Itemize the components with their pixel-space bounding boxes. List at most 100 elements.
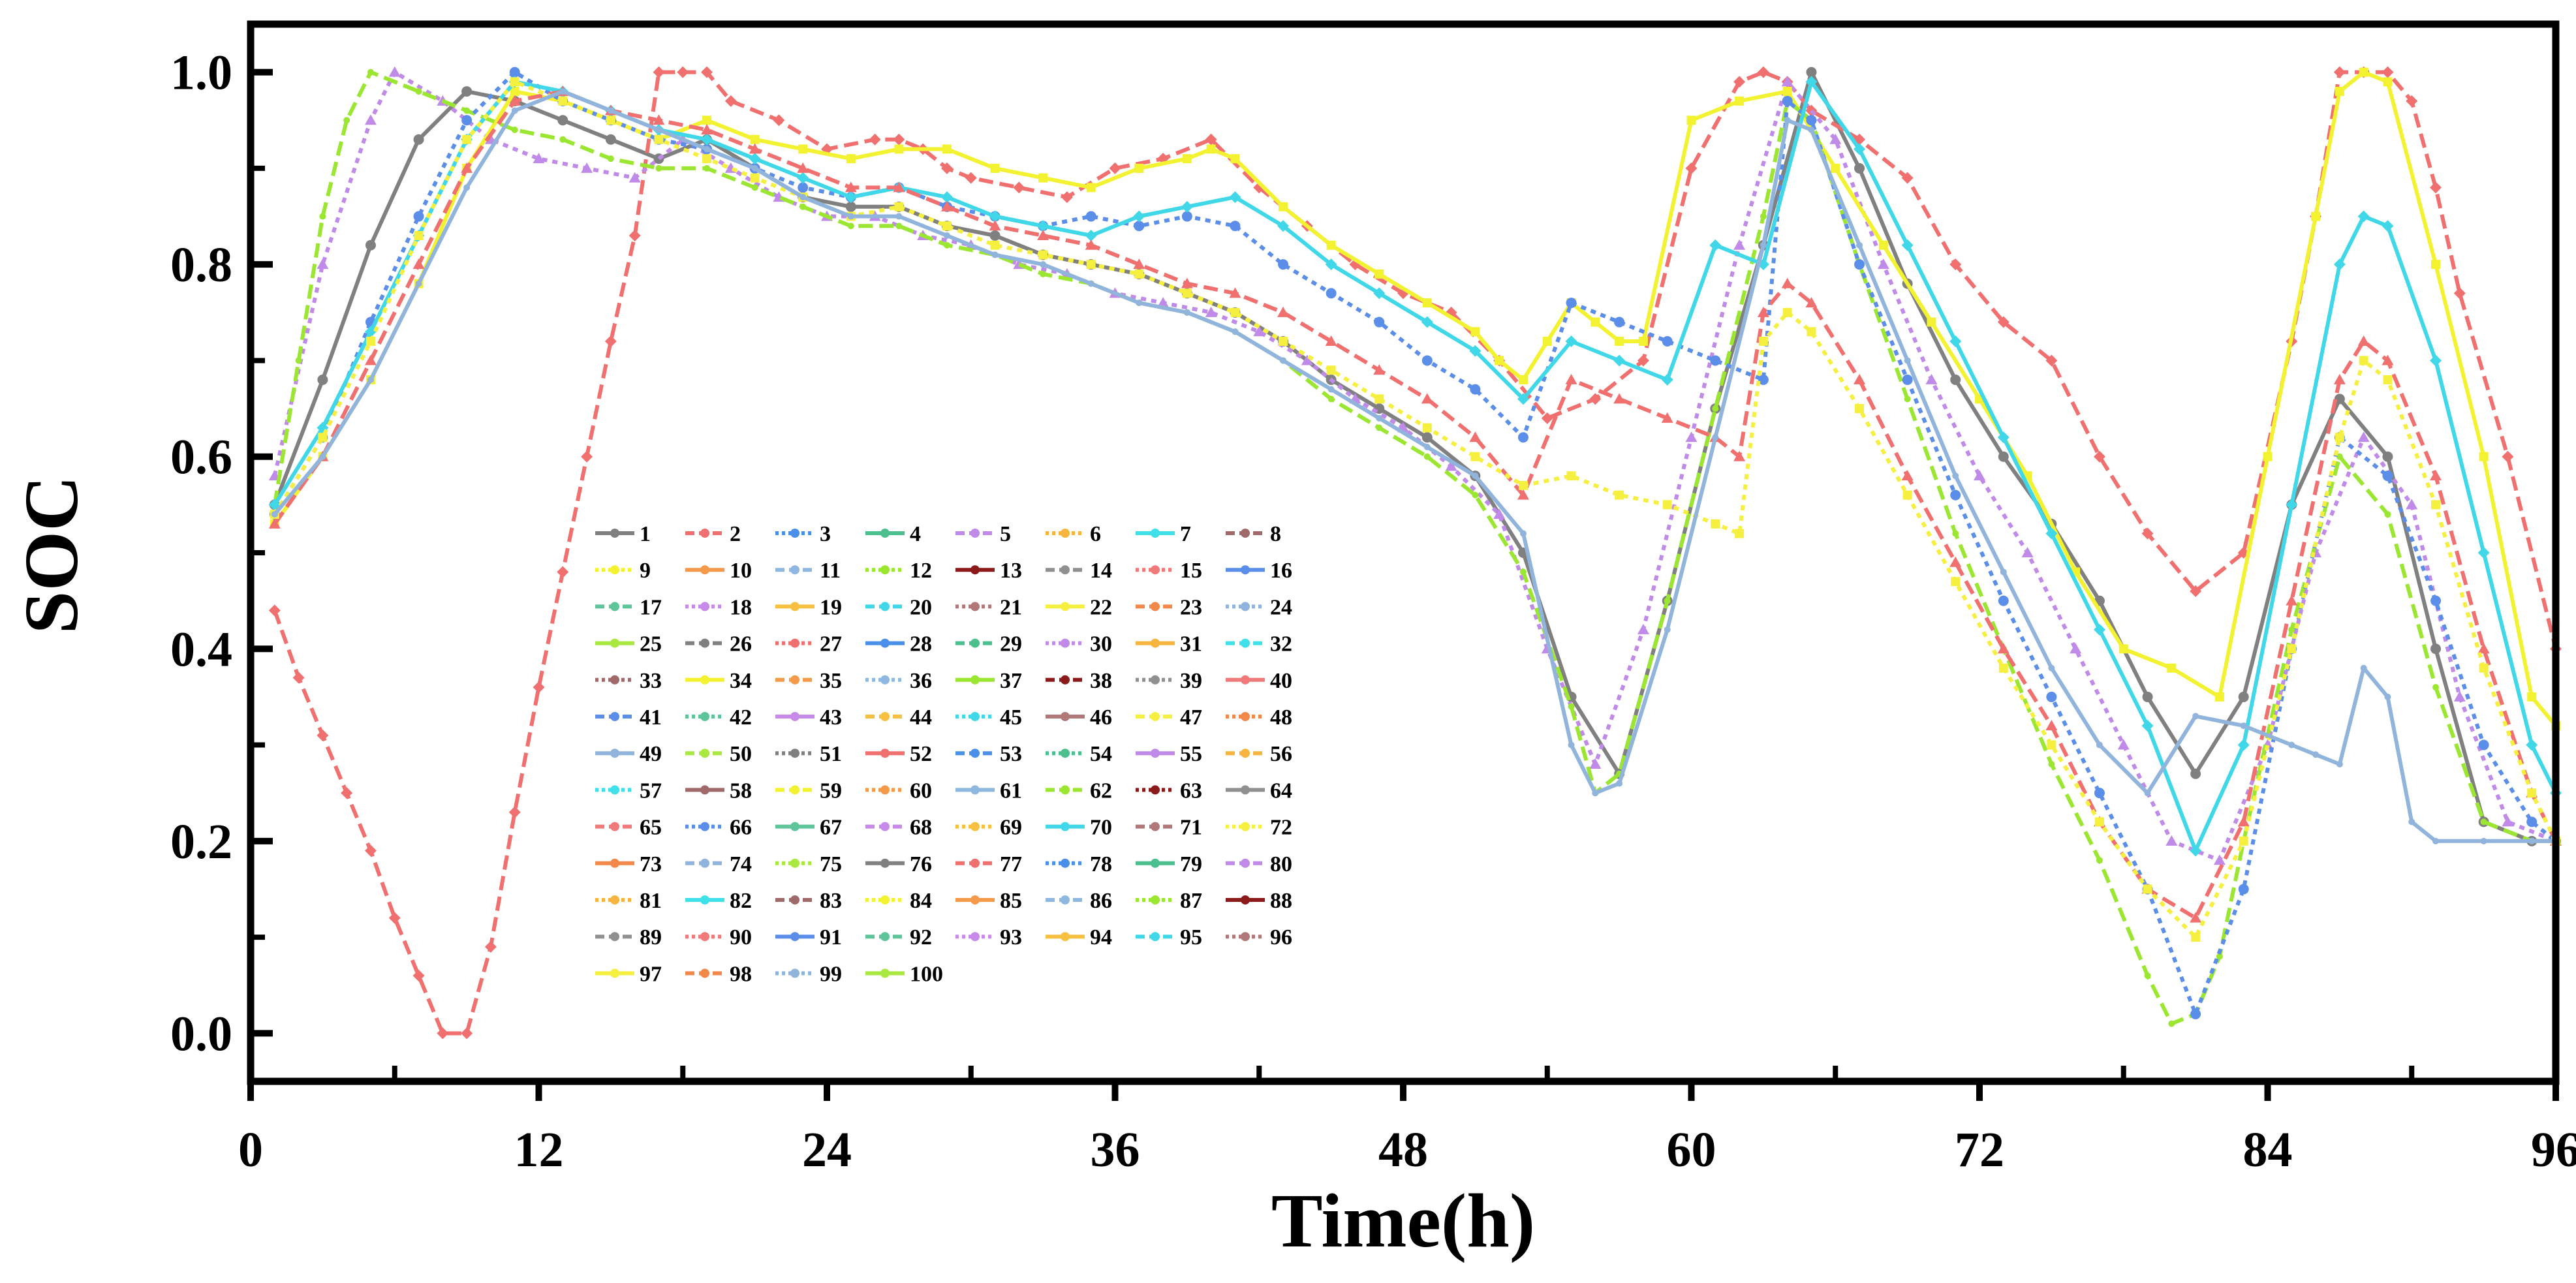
series-47-point [606, 116, 615, 125]
series-20-point [1517, 393, 1529, 405]
legend-label-84: 84 [910, 889, 932, 913]
legend-marker-34 [700, 675, 709, 685]
series-12-point [2216, 953, 2223, 960]
series-2-point [701, 66, 713, 78]
legend-label-66: 66 [730, 816, 752, 840]
series-9-point [1686, 116, 1696, 125]
legend-label-24: 24 [1270, 595, 1292, 619]
series-47-point [1615, 490, 1624, 500]
series-1-point [845, 201, 856, 212]
legend-marker-69 [970, 822, 980, 831]
series-2-point [581, 450, 593, 463]
legend-marker-29 [970, 638, 980, 648]
series-27-point [1181, 277, 1193, 288]
legend-label-43: 43 [820, 705, 842, 730]
legend-marker-19 [790, 602, 799, 611]
series-16-point [1085, 211, 1096, 222]
legend-label-95: 95 [1180, 925, 1202, 950]
series-74-point [559, 88, 566, 95]
series-47-point [1855, 404, 1865, 414]
legend-marker-11 [790, 565, 799, 575]
legend-label-41: 41 [640, 705, 662, 730]
series-12-point [343, 117, 350, 124]
series-2-point [341, 787, 353, 799]
legend-marker-40 [1241, 675, 1250, 685]
legend-label-70: 70 [1090, 816, 1112, 840]
series-2-point [292, 672, 305, 684]
legend-label-91: 91 [820, 925, 842, 950]
series-27-point [1325, 335, 1337, 346]
legend-label-89: 89 [640, 925, 662, 950]
legend-marker-78 [1061, 858, 1070, 868]
series-5-point [533, 153, 545, 164]
series-9-point [1638, 337, 1648, 346]
series-47-point [1279, 337, 1288, 346]
series-9-point [1206, 144, 1216, 154]
series-5-point [364, 114, 377, 125]
series-2-point [1997, 316, 2010, 328]
legend-label-53: 53 [1000, 742, 1022, 766]
series-27-point [940, 200, 953, 211]
legend-label-35: 35 [820, 669, 842, 693]
series-16-point [1566, 298, 1577, 309]
legend-label-94: 94 [1090, 925, 1112, 950]
series-12-point [607, 155, 614, 162]
legend-marker-17 [610, 602, 619, 611]
legend-label-9: 9 [640, 559, 651, 583]
series-47-point [1662, 500, 1672, 510]
series-27-point [1901, 470, 1914, 481]
series-27-point [2237, 816, 2250, 827]
series-9-point [702, 116, 712, 125]
series-74-point [415, 280, 422, 287]
series-74-point [895, 213, 903, 220]
series-20-point [2357, 210, 2370, 223]
series-16-point [1374, 317, 1385, 328]
series-74-point [367, 376, 374, 383]
legend-marker-30 [1061, 638, 1070, 648]
legend-label-31: 31 [1180, 632, 1202, 657]
legend-label-52: 52 [910, 742, 932, 766]
legend-label-21: 21 [1000, 595, 1022, 619]
legend-label-98: 98 [730, 962, 752, 986]
series-16-point [2430, 595, 2442, 606]
series-27-point [1037, 230, 1049, 240]
legend-label-90: 90 [730, 925, 752, 950]
series-20-point [989, 210, 1001, 223]
series-9-point [798, 144, 808, 154]
series-47-point [510, 77, 520, 87]
series-27-point [2477, 643, 2490, 654]
legend-label-93: 93 [1000, 925, 1022, 950]
series-2-point [1949, 258, 1962, 271]
legend-label-47: 47 [1180, 705, 1202, 730]
series-16-point [2094, 788, 2105, 799]
legend-label-63: 63 [1180, 779, 1202, 803]
series-9-point [1086, 183, 1096, 193]
series-1-point [557, 115, 568, 126]
series-20-point [940, 191, 953, 204]
series-16-point [1230, 221, 1241, 232]
series-27-point [989, 220, 1001, 231]
series-47-point [1326, 365, 1336, 375]
legend-marker-5 [970, 529, 980, 538]
series-2-point [1013, 181, 1025, 194]
series-20-point [1037, 220, 1049, 232]
legend-label-17: 17 [640, 595, 662, 619]
legend-label-74: 74 [730, 852, 752, 876]
legend-marker-72 [1241, 822, 1250, 831]
legend-marker-42 [700, 712, 709, 721]
series-47-point [1134, 269, 1144, 279]
series-2-point [2502, 450, 2514, 463]
series-47-point [2383, 375, 2393, 384]
series-20-point [2190, 844, 2202, 857]
series-20-point [1854, 143, 1866, 155]
series-9-point [2359, 67, 2368, 77]
series-20-point [2430, 354, 2442, 367]
legend-label-68: 68 [910, 816, 932, 840]
legend-label-15: 15 [1180, 559, 1202, 583]
series-16-point [1614, 317, 1625, 328]
series-20-point [1421, 316, 1433, 328]
legend-marker-71 [1151, 822, 1160, 831]
series-12-point [1376, 424, 1383, 431]
legend-label-79: 79 [1180, 852, 1202, 876]
series-5-point [1925, 373, 1938, 384]
